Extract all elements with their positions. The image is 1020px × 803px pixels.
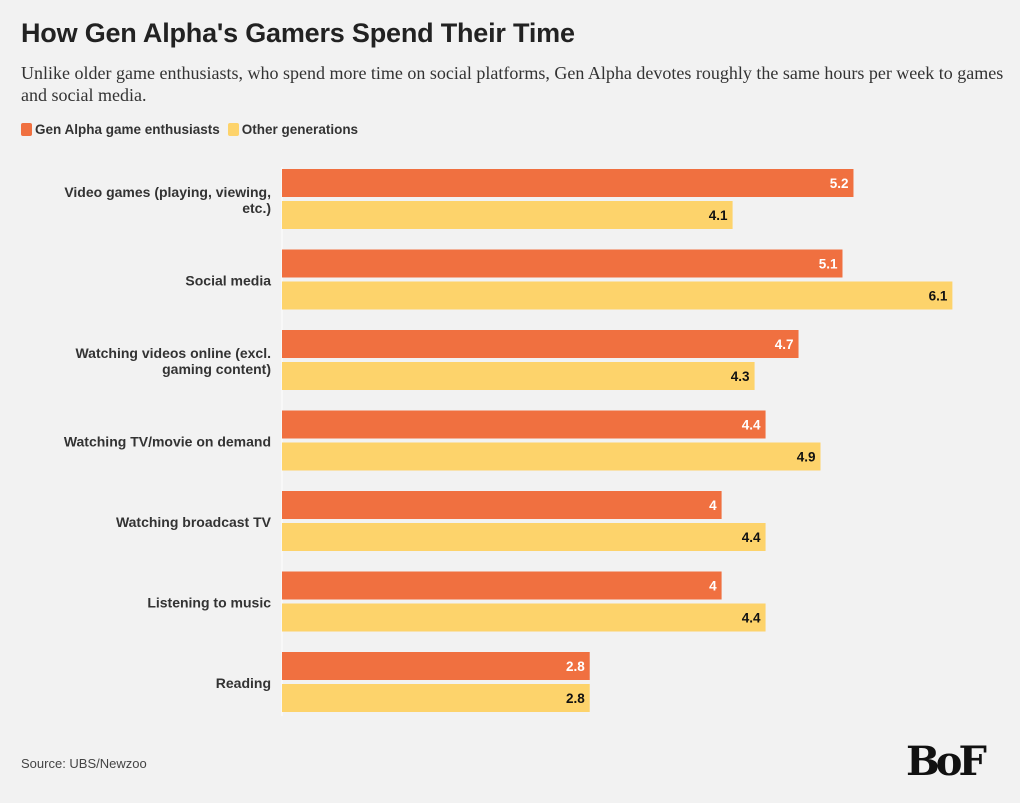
- bar-other: [282, 442, 821, 471]
- bar-chart: Video games (playing, viewing, etc.) 5.2 4.…: [64, 167, 953, 716]
- legend: Gen Alpha game enthusiasts Other generat…: [21, 122, 366, 137]
- chart-subtitle: Unlike older game enthusiasts, who spend…: [21, 63, 1004, 105]
- bar-other: [282, 684, 590, 712]
- legend-swatch-other: [227, 123, 239, 136]
- data-label-gen-alpha: 4: [709, 498, 717, 513]
- bar-other: [282, 362, 755, 390]
- bar-gen-alpha: [282, 652, 590, 680]
- data-label-gen-alpha: 5.2: [830, 176, 849, 191]
- data-label-gen-alpha: 2.8: [566, 659, 585, 674]
- legend-label-other: Other generations: [241, 122, 359, 137]
- data-label-other: 4.1: [709, 208, 728, 223]
- data-label-other: 2.8: [566, 691, 585, 706]
- bar-other: [282, 603, 766, 632]
- data-label-other: 4.4: [742, 530, 761, 545]
- category-label: Reading: [216, 675, 271, 691]
- data-label-other: 4.3: [731, 369, 750, 384]
- category-label: Video games (playing, viewing, etc.): [64, 184, 271, 216]
- legend-swatch-gen-alpha: [21, 123, 32, 136]
- data-label-gen-alpha: 5.1: [819, 257, 838, 272]
- category-label: Social media: [185, 273, 271, 289]
- bar-other: [282, 201, 733, 229]
- data-label-gen-alpha: 4.7: [775, 337, 794, 352]
- category-label: Watching broadcast TV: [116, 514, 272, 530]
- data-label-other: 4.9: [797, 450, 816, 465]
- source-note: Source: UBS/Newzoo: [21, 756, 147, 771]
- bar-other: [282, 523, 766, 551]
- legend-item-gen-alpha: Gen Alpha game enthusiasts: [21, 122, 220, 137]
- chart-title: How Gen Alpha's Gamers Spend Their Time: [21, 18, 575, 48]
- bar-gen-alpha: [282, 249, 843, 278]
- category-label: Watching videos online (excl. gaming cont…: [75, 345, 271, 377]
- bof-logo: BoF: [906, 738, 987, 785]
- data-label-other: 4.4: [742, 611, 761, 626]
- category-label: Listening to music: [147, 595, 271, 611]
- category-label: Watching TV/movie on demand: [64, 434, 271, 450]
- bar-gen-alpha: [282, 330, 799, 358]
- legend-label-gen-alpha: Gen Alpha game enthusiasts: [35, 122, 220, 137]
- legend-item-other: Other generations: [227, 122, 359, 137]
- bar-gen-alpha: [282, 491, 722, 519]
- bar-gen-alpha: [282, 571, 722, 600]
- bar-other: [282, 281, 953, 310]
- data-label-gen-alpha: 4.4: [742, 418, 761, 433]
- bar-gen-alpha: [282, 169, 854, 197]
- bar-gen-alpha: [282, 410, 766, 439]
- data-label-other: 6.1: [929, 289, 948, 304]
- data-label-gen-alpha: 4: [709, 579, 717, 594]
